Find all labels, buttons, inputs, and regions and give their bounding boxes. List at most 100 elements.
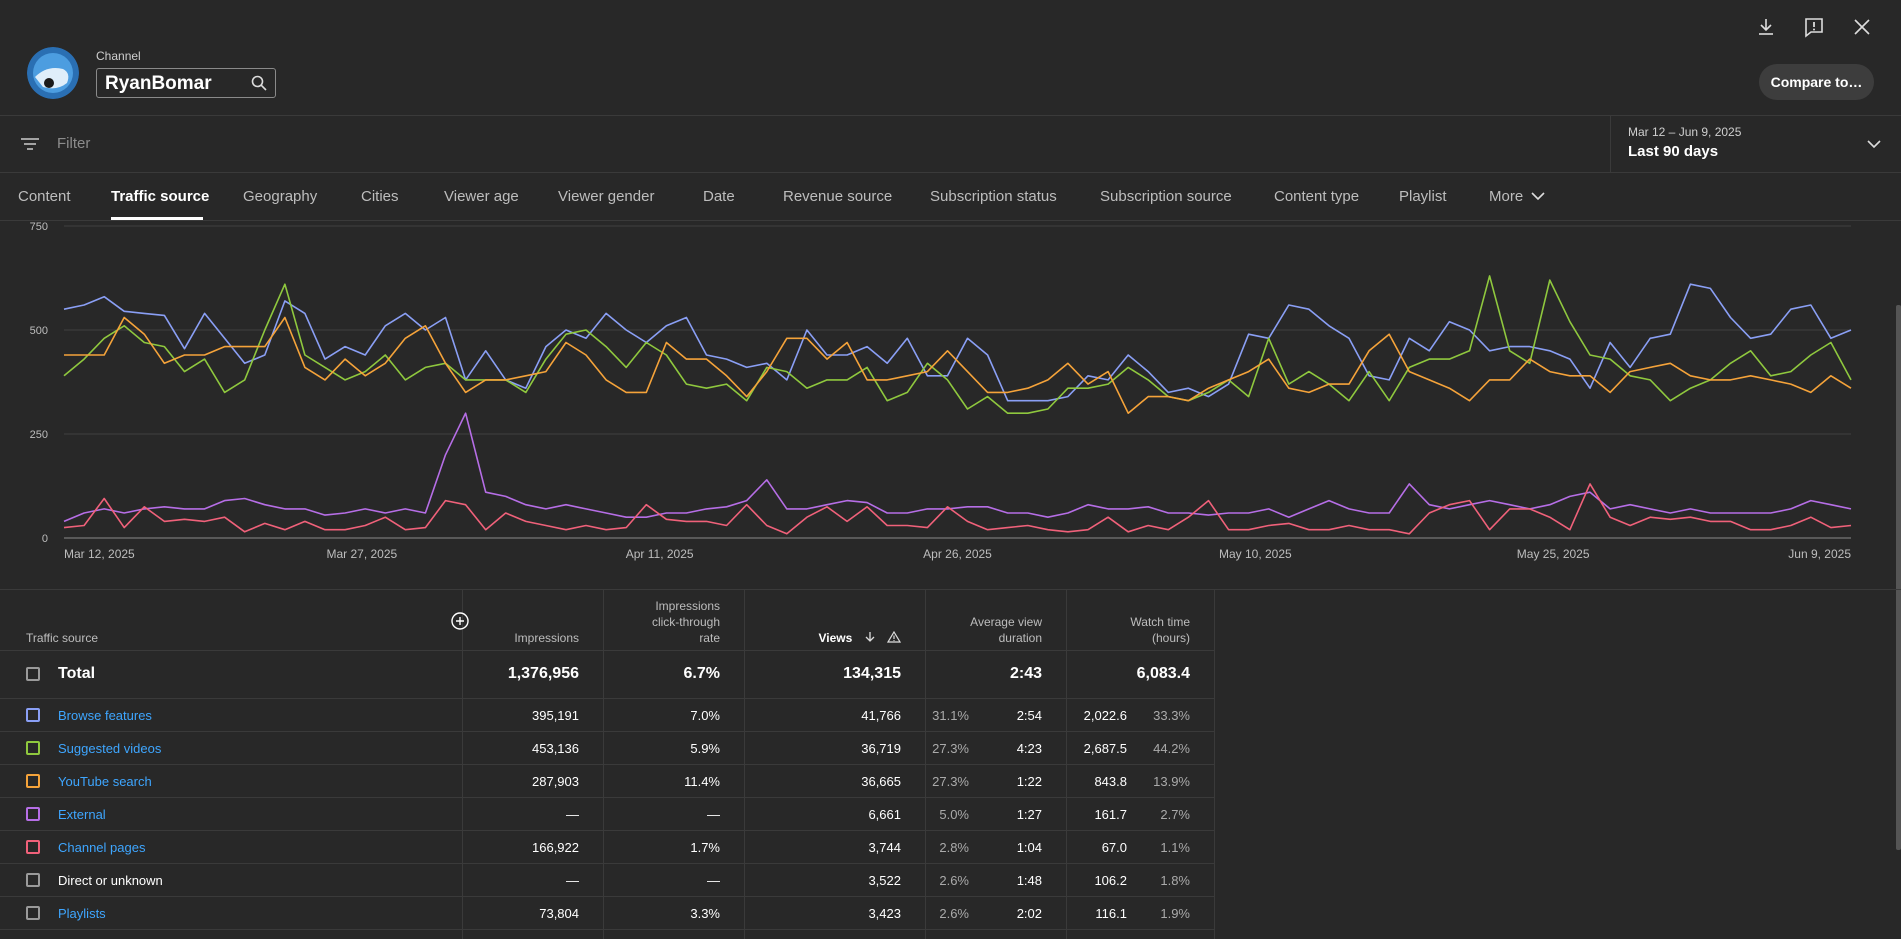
cell-views-pct: 31.1% <box>932 708 969 723</box>
tab-date[interactable]: Date <box>703 188 735 205</box>
cell-views: 41,766 <box>861 708 901 723</box>
header-views[interactable]: Views <box>819 630 902 646</box>
tab-viewer-gender[interactable]: Viewer gender <box>558 188 655 205</box>
traffic-source-label[interactable]: Channel pages <box>58 840 146 855</box>
tab-geography[interactable]: Geography <box>243 188 318 205</box>
cell-views: 6,661 <box>868 807 901 822</box>
compare-button[interactable]: Compare to… <box>1759 64 1874 100</box>
filter-input[interactable]: Filter <box>57 135 91 152</box>
cell-watch-time: 67.0 <box>1101 840 1127 855</box>
filter-bar: Filter Mar 12 – Jun 9, 2025 Last 90 days <box>0 116 1901 173</box>
x-tick-label: Apr 11, 2025 <box>626 547 694 561</box>
cell-ctr: 5.9% <box>690 741 720 756</box>
cell-watch-pct: 33.3% <box>1153 708 1190 723</box>
cell-views: 3,423 <box>868 906 901 921</box>
sort-down-icon <box>865 632 875 642</box>
series-line-browse-features <box>63 283 1852 402</box>
row-checkbox[interactable] <box>26 774 40 788</box>
tab-more[interactable]: More <box>1489 188 1545 205</box>
y-tick-label: 750 <box>30 221 48 233</box>
tab-more-label: More <box>1489 188 1524 205</box>
x-tick-label: Apr 26, 2025 <box>923 547 992 561</box>
traffic-source-label[interactable]: Browse features <box>58 708 152 723</box>
total-ctr: 6.7% <box>683 665 720 682</box>
cell-views-pct: 5.0% <box>939 807 969 822</box>
x-tick-label: Mar 12, 2025 <box>64 547 135 561</box>
channel-selector[interactable]: RyanBomar <box>96 68 276 98</box>
row-checkbox[interactable] <box>26 708 40 722</box>
cell-avd: 1:27 <box>1016 807 1042 822</box>
row-checkbox[interactable] <box>26 906 40 920</box>
tab-traffic-source[interactable]: Traffic source <box>111 188 210 205</box>
cell-views-pct: 2.6% <box>939 906 969 921</box>
row-checkbox[interactable] <box>26 840 40 854</box>
cell-impressions: 73,804 <box>539 906 579 921</box>
row-checkbox[interactable] <box>26 873 40 887</box>
warning-icon <box>886 630 902 643</box>
dimension-tabs: Content Traffic source Geography Cities … <box>0 173 1901 221</box>
header-avd[interactable]: Average view duration <box>970 614 1042 646</box>
close-icon[interactable] <box>1851 16 1873 38</box>
cell-watch-pct: 1.1% <box>1160 840 1190 855</box>
add-column-icon[interactable] <box>451 612 469 630</box>
cell-views-pct: 27.3% <box>932 774 969 789</box>
feedback-icon[interactable] <box>1803 16 1825 38</box>
cell-ctr: 7.0% <box>690 708 720 723</box>
header-ctr[interactable]: Impressions click-through rate <box>652 598 720 646</box>
tab-subscription-status[interactable]: Subscription status <box>930 188 1057 205</box>
cell-watch-pct: 44.2% <box>1153 741 1190 756</box>
scrollbar[interactable] <box>1896 305 1901 850</box>
tab-cities[interactable]: Cities <box>361 188 399 205</box>
traffic-source-label[interactable]: Playlists <box>58 906 106 921</box>
date-range-label: Last 90 days <box>1628 143 1719 160</box>
cell-watch-time: 2,687.5 <box>1083 741 1127 756</box>
tab-playlist[interactable]: Playlist <box>1399 188 1447 205</box>
header-watch-time[interactable]: Watch time (hours) <box>1130 614 1190 646</box>
cell-impressions: 287,903 <box>532 774 579 789</box>
tab-content-type[interactable]: Content type <box>1274 188 1360 205</box>
traffic-source-label[interactable]: External <box>58 807 106 822</box>
date-range-selector[interactable]: Mar 12 – Jun 9, 2025 Last 90 days <box>1610 116 1901 172</box>
traffic-chart: 750 500 250 0 Mar 12, 2025 Mar 27, 2025 Apr 11… <box>0 221 1901 589</box>
total-watch-time: 6,083.4 <box>1136 665 1190 682</box>
channel-avatar[interactable] <box>27 47 79 99</box>
header-impressions[interactable]: Impressions <box>514 631 579 645</box>
channel-name: RyanBomar <box>105 73 212 94</box>
cell-watch-pct: 13.9% <box>1153 774 1190 789</box>
traffic-source-label[interactable]: YouTube search <box>58 774 152 789</box>
cell-views-pct: 27.3% <box>932 741 969 756</box>
header-watch-line1: Watch time <box>1130 615 1190 629</box>
tab-content[interactable]: Content <box>18 188 71 205</box>
traffic-source-label[interactable]: Suggested videos <box>58 741 162 756</box>
cell-watch-time: 843.8 <box>1094 774 1127 789</box>
total-checkbox[interactable] <box>26 667 40 681</box>
x-tick-label: Jun 9, 2025 <box>1788 547 1851 561</box>
traffic-source-label: Direct or unknown <box>58 873 163 888</box>
total-views: 134,315 <box>843 665 901 682</box>
cell-watch-pct: 1.8% <box>1160 873 1190 888</box>
tab-subscription-source[interactable]: Subscription source <box>1100 188 1232 205</box>
tab-revenue-source[interactable]: Revenue source <box>783 188 893 205</box>
x-tick-label: Mar 27, 2025 <box>326 547 397 561</box>
cell-views: 3,522 <box>868 873 901 888</box>
cell-impressions: 395,191 <box>532 708 579 723</box>
cell-watch-time: 2,022.6 <box>1083 708 1127 723</box>
filter-icon[interactable] <box>20 136 40 157</box>
cell-avd: 1:22 <box>1016 774 1042 789</box>
header-traffic-source[interactable]: Traffic source <box>26 631 99 645</box>
tab-viewer-age[interactable]: Viewer age <box>444 188 519 205</box>
row-checkbox[interactable] <box>26 807 40 821</box>
row-checkbox[interactable] <box>26 741 40 755</box>
cell-watch-pct: 1.9% <box>1160 906 1190 921</box>
y-tick-label: 0 <box>42 533 48 545</box>
header-avd-line1: Average view <box>970 615 1042 629</box>
download-icon[interactable] <box>1755 16 1777 38</box>
y-tick-label: 250 <box>30 429 48 441</box>
search-icon[interactable] <box>251 75 267 91</box>
total-impressions: 1,376,956 <box>507 665 579 682</box>
cell-views: 36,719 <box>861 741 901 756</box>
x-tick-label: May 25, 2025 <box>1517 547 1590 561</box>
cell-views-pct: 2.8% <box>939 840 969 855</box>
series-line-external <box>63 412 1852 523</box>
chevron-down-icon <box>1867 136 1881 154</box>
